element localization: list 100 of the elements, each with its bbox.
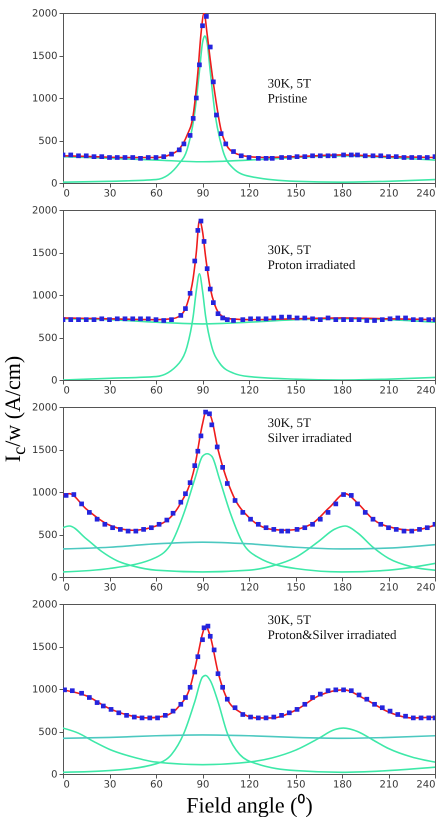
x-tick-label: 120 <box>240 188 260 200</box>
y-tick-label: 1000 <box>32 94 58 104</box>
point <box>386 154 391 159</box>
point <box>402 528 406 534</box>
point <box>107 155 112 160</box>
x-tick-label: 90 <box>196 188 210 200</box>
x-tick-label: 240 <box>416 188 436 200</box>
point <box>362 510 368 515</box>
point <box>318 317 323 322</box>
point <box>294 707 300 712</box>
point <box>356 692 362 698</box>
point <box>424 525 430 530</box>
x-tick-label: 60 <box>150 188 163 200</box>
point <box>194 96 199 100</box>
point <box>388 708 392 714</box>
x-tick-label: 120 <box>240 582 260 594</box>
point <box>326 510 330 515</box>
point <box>279 155 284 160</box>
line-series <box>63 272 435 380</box>
annotation: Silver irradiated <box>268 430 352 446</box>
point <box>271 316 276 320</box>
point <box>99 154 104 159</box>
point <box>348 688 354 694</box>
point <box>76 317 81 322</box>
x-tick-label: 30 <box>104 780 116 790</box>
point <box>147 716 152 720</box>
point <box>326 153 330 158</box>
point <box>270 156 275 161</box>
point <box>386 525 391 530</box>
point <box>146 155 151 160</box>
x-tick-label: 180 <box>332 582 352 594</box>
point <box>302 702 308 707</box>
x-tick-label: 240 <box>416 780 436 790</box>
point <box>87 510 92 515</box>
point <box>364 696 370 702</box>
point <box>162 713 168 718</box>
point <box>92 317 96 322</box>
point <box>231 149 236 154</box>
point <box>279 713 284 718</box>
point <box>170 510 176 516</box>
point <box>395 316 400 320</box>
point <box>146 316 151 322</box>
point <box>118 527 123 532</box>
point <box>271 714 276 720</box>
line-series <box>63 541 435 550</box>
x-tick-label: 150 <box>286 188 306 200</box>
point <box>76 153 81 158</box>
point <box>224 481 230 486</box>
y-tick-label: 2000 <box>32 402 58 414</box>
point <box>232 705 238 710</box>
point <box>380 705 385 710</box>
point <box>130 316 136 322</box>
point <box>94 700 100 705</box>
y-tick-label: 1500 <box>32 51 58 62</box>
point <box>264 316 268 322</box>
point <box>348 493 354 498</box>
x-tick-label: 150 <box>286 386 306 396</box>
point <box>218 131 224 136</box>
x-tick-label: 0 <box>64 386 70 396</box>
y-tick-label: 500 <box>38 727 58 738</box>
point <box>192 670 198 674</box>
point <box>240 510 246 515</box>
x-tick-label: 180 <box>332 386 352 396</box>
point <box>188 133 192 138</box>
point <box>156 522 162 527</box>
point <box>302 525 308 530</box>
x-tick-label: 210 <box>379 386 399 396</box>
point <box>63 688 67 692</box>
point <box>362 153 368 158</box>
point <box>188 480 192 485</box>
point <box>294 527 300 532</box>
point <box>378 153 384 158</box>
x-tick-label: 60 <box>150 582 163 594</box>
point <box>246 155 252 160</box>
point <box>318 692 323 696</box>
line-series <box>63 674 435 774</box>
y-tick-label: 1000 <box>32 488 58 498</box>
point <box>196 654 200 660</box>
point <box>211 300 216 305</box>
point <box>294 316 300 320</box>
annotation: 30K, 5T <box>268 612 311 628</box>
point <box>204 266 210 271</box>
x-tick-label: 180 <box>332 188 352 200</box>
annotation: 30K, 5T <box>268 415 311 430</box>
point <box>424 155 430 160</box>
x-tick-label: 150 <box>286 780 306 790</box>
point <box>220 316 225 320</box>
point <box>326 688 330 694</box>
x-tick-label: 210 <box>379 582 399 594</box>
x-tick-label: 30 <box>104 582 116 594</box>
point <box>99 316 104 322</box>
point <box>232 498 238 503</box>
point <box>196 228 200 233</box>
y-tick-label: 0 <box>51 178 58 190</box>
point <box>190 116 196 121</box>
point <box>169 317 174 322</box>
point <box>318 516 323 522</box>
point <box>208 44 213 50</box>
point <box>214 444 220 450</box>
y-tick-label: 500 <box>38 333 58 344</box>
